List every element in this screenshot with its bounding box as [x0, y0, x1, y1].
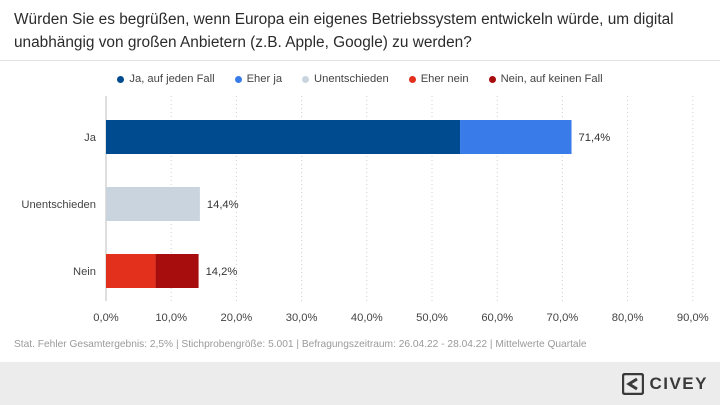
x-tick-label: 10,0%: [155, 312, 187, 324]
bar-segment: [106, 254, 156, 288]
category-label: Nein: [73, 266, 96, 278]
data-label: 71,4%: [579, 132, 611, 144]
footnote: Stat. Fehler Gesamtergebnis: 2,5% | Stic…: [14, 339, 587, 350]
category-label: Unentschieden: [21, 199, 96, 211]
brand-name: CIVEY: [649, 374, 708, 393]
legend: Ja, auf jeden Fall Eher ja Unentschieden…: [0, 70, 720, 88]
bar-segment: [106, 120, 461, 154]
legend-item[interactable]: Ja, auf jeden Fall: [117, 70, 215, 88]
footer: CIVEY: [0, 362, 720, 405]
category-label: Ja: [84, 132, 97, 144]
legend-label: Nein, auf keinen Fall: [500, 73, 603, 85]
legend-dot-icon: [117, 75, 125, 83]
legend-dot-icon: [302, 75, 310, 83]
bar-segment: [155, 254, 199, 288]
x-tick-label: 80,0%: [612, 312, 644, 324]
x-tick-label: 50,0%: [416, 312, 448, 324]
x-tick-label: 20,0%: [221, 312, 253, 324]
x-tick-label: 30,0%: [286, 312, 318, 324]
legend-item[interactable]: Eher ja: [234, 70, 283, 88]
legend-item[interactable]: Eher nein: [408, 70, 469, 88]
legend-label: Eher nein: [420, 73, 469, 85]
legend-label: Eher ja: [246, 73, 283, 85]
legend-item[interactable]: Unentschieden: [302, 70, 389, 88]
x-tick-label: 70,0%: [547, 312, 579, 324]
bar-segment: [106, 187, 200, 221]
divider: [0, 60, 720, 61]
brand[interactable]: CIVEY: [622, 373, 708, 395]
legend-item[interactable]: Nein, auf keinen Fall: [488, 70, 603, 88]
legend-label: Ja, auf jeden Fall: [129, 73, 215, 85]
bar-segment: [460, 120, 572, 154]
x-tick-label: 60,0%: [481, 312, 513, 324]
x-tick-label: 40,0%: [351, 312, 383, 324]
legend-dot-icon: [234, 75, 242, 83]
bar-chart: 0,0% 10,0% 20,0% 30,0% 40,0% 50,0% 60,0% 70,0% 8…: [21, 96, 709, 324]
data-label: 14,2%: [206, 266, 238, 278]
legend-label: Unentschieden: [314, 73, 389, 85]
x-tick-label: 90,0%: [677, 312, 709, 324]
data-label: 14,4%: [207, 199, 239, 211]
legend-dot-icon: [488, 75, 496, 83]
chart-title: Würden Sie es begrüßen, wenn Europa ein …: [14, 11, 674, 51]
legend-dot-icon: [408, 75, 416, 83]
x-tick-label: 0,0%: [93, 312, 119, 324]
civey-logo-icon: [622, 373, 645, 395]
